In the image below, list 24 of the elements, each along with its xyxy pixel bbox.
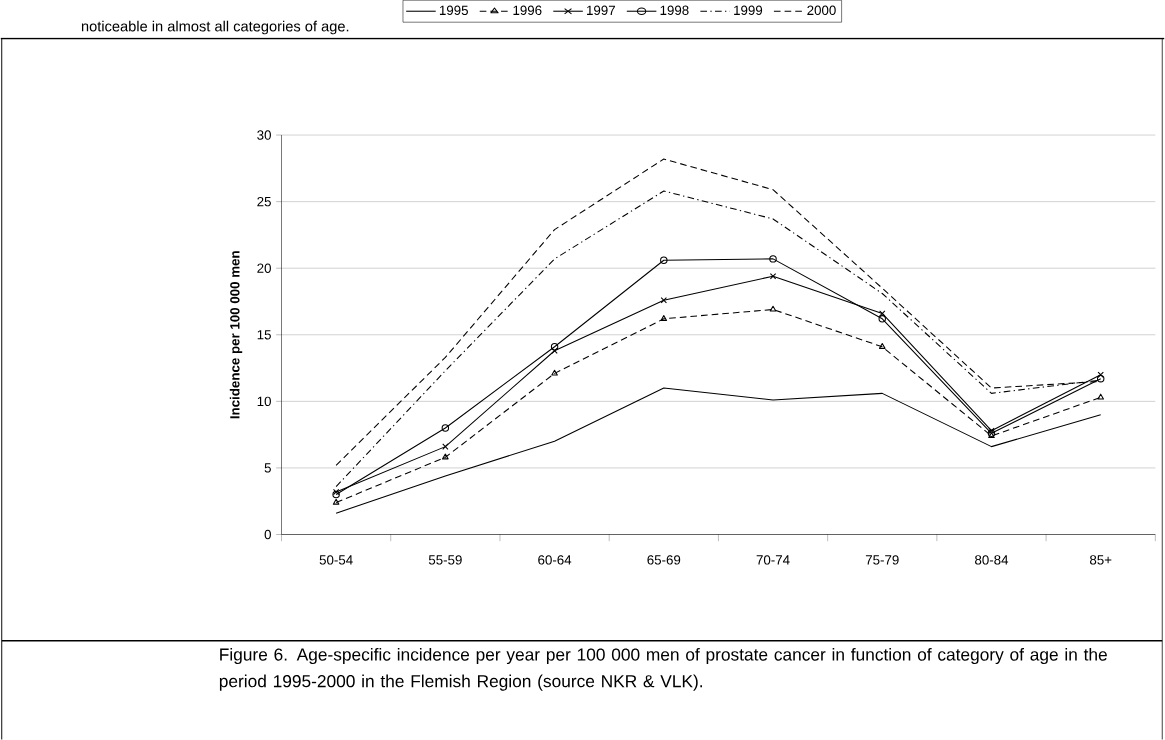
- y-tick-label: 25: [257, 196, 271, 207]
- legend-label: 1996: [513, 5, 542, 15]
- x-tick-label: 85+: [1090, 555, 1112, 565]
- y-tick-label: 0: [264, 529, 271, 540]
- y-tick-label: 20: [257, 263, 271, 273]
- x-tick-label: 60-64: [538, 555, 572, 565]
- y-tick-label: 30: [257, 130, 271, 140]
- legend-label: 1995: [439, 5, 468, 15]
- caption: Figure 6. Age-specific incidence per year per 100 000 men of prostate cancer in function of category of age in the period 1995-2000 in the Flemish Region (source NKR & VLK).: [219, 647, 1107, 691]
- x-tick-label: 55-59: [428, 555, 462, 565]
- x-tick-label: 50-54: [319, 555, 353, 565]
- text: noticeable in almost all categories of age.: [81, 20, 349, 35]
- legend-label: 1998: [660, 5, 689, 15]
- x-tick-label: 70-74: [756, 555, 790, 565]
- legend-label: 2000: [807, 5, 836, 15]
- x-tick-label: 65-69: [647, 555, 681, 565]
- y-tick-label: 5: [264, 463, 271, 473]
- x-tick-label: 80-84: [975, 555, 1009, 565]
- y-axis-title: Incidence per 100 000 men: [229, 251, 243, 419]
- y-tick-label: 10: [257, 396, 271, 407]
- x-tick-label: 75-79: [865, 555, 899, 565]
- y-tick-label: 15: [257, 330, 271, 340]
- legend-label: 1999: [734, 5, 763, 15]
- legend-label: 1997: [587, 5, 615, 15]
